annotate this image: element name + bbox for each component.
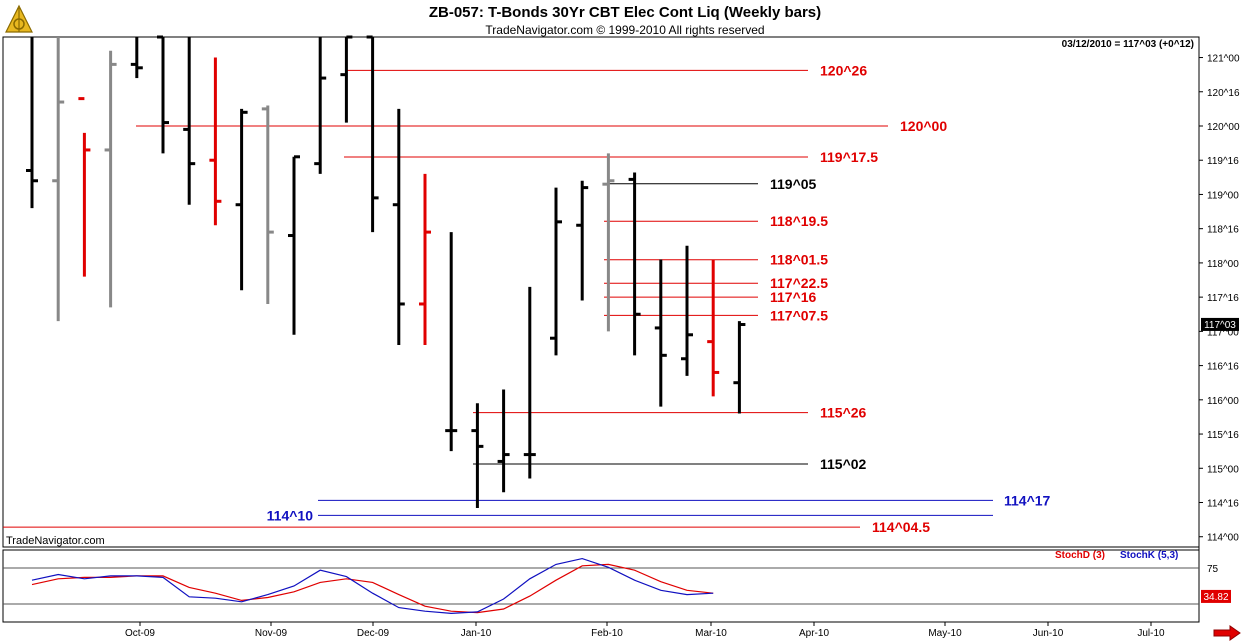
level-label: 114^10 bbox=[267, 507, 314, 523]
ohlc-bar bbox=[445, 232, 458, 452]
ohlc-bar bbox=[366, 35, 379, 233]
last-price-tag bbox=[1201, 317, 1239, 331]
price-tick-label: 115^16 bbox=[1207, 430, 1239, 441]
price-tick-label: 119^16 bbox=[1207, 156, 1239, 167]
stoch-level-label: 75 bbox=[1207, 564, 1219, 575]
ohlc-bar bbox=[471, 403, 484, 508]
time-tick-label: Feb-10 bbox=[591, 628, 623, 639]
level-label: 120^26 bbox=[820, 62, 867, 78]
time-tick-label: Jan-10 bbox=[461, 628, 492, 639]
price-tick-label: 120^00 bbox=[1207, 122, 1240, 133]
time-tick-label: Oct-09 bbox=[125, 628, 155, 639]
ohlc-bar bbox=[183, 37, 196, 205]
ohlc-bar bbox=[550, 187, 562, 356]
level-label: 114^17 bbox=[1004, 492, 1051, 508]
chart-subtitle: TradeNavigator.com © 1999-2010 All right… bbox=[485, 23, 765, 37]
ohlc-bar bbox=[104, 50, 117, 308]
price-tick-label: 119^00 bbox=[1207, 190, 1239, 201]
ohlc-bar bbox=[157, 35, 169, 154]
price-tick-label: 118^16 bbox=[1207, 225, 1239, 236]
ohlc-bar bbox=[707, 259, 720, 397]
price-tick-label: 117^00 bbox=[1207, 327, 1239, 338]
ohlc-bar bbox=[288, 155, 300, 335]
time-tick-label: Dec-09 bbox=[357, 628, 390, 639]
ohlc-bar bbox=[733, 321, 746, 414]
ohlc-bar bbox=[340, 35, 353, 123]
brand-watermark: TradeNavigator.com bbox=[6, 535, 105, 547]
level-label: 117^07.5 bbox=[770, 307, 828, 323]
level-label: 117^22.5 bbox=[770, 275, 828, 291]
price-tick-label: 117^16 bbox=[1207, 293, 1239, 304]
chart-title: ZB-057: T-Bonds 30Yr CBT Elec Cont Liq (… bbox=[428, 4, 822, 21]
ohlc-bar bbox=[52, 37, 65, 322]
ohlc-bar bbox=[26, 37, 38, 209]
ohlc-bar bbox=[602, 153, 615, 332]
ohlc-bar bbox=[130, 37, 143, 79]
price-tick-label: 114^00 bbox=[1207, 533, 1239, 544]
price-tick-label: 116^00 bbox=[1207, 396, 1239, 407]
level-label: 119^05 bbox=[770, 176, 817, 192]
level-label: 115^02 bbox=[820, 456, 867, 472]
time-tick-label: Jun-10 bbox=[1033, 628, 1064, 639]
time-tick-label: Apr-10 bbox=[799, 628, 829, 639]
stochk-legend: StochK (5,3) bbox=[1120, 550, 1179, 561]
scroll-right-arrow-icon[interactable] bbox=[1212, 625, 1242, 641]
ohlc-bar bbox=[628, 172, 641, 356]
level-label: 118^01.5 bbox=[770, 252, 828, 268]
price-tick-label: 118^00 bbox=[1207, 259, 1239, 270]
ohlc-bar bbox=[314, 37, 327, 174]
ohlc-bar bbox=[209, 57, 222, 226]
stochd-series-line bbox=[31, 563, 714, 614]
time-tick-label: Mar-10 bbox=[695, 628, 727, 639]
ohlc-bar bbox=[497, 389, 510, 493]
price-tick-label: 114^16 bbox=[1207, 499, 1239, 510]
stoch-last-tag bbox=[1201, 589, 1231, 603]
stochk-series-line bbox=[31, 557, 714, 615]
level-label: 117^16 bbox=[770, 289, 817, 305]
price-tick-label: 115^00 bbox=[1207, 464, 1239, 475]
ohlc-bar bbox=[523, 286, 536, 479]
level-label: 120^00 bbox=[900, 118, 947, 134]
stoch-panel-frame bbox=[2, 549, 1200, 623]
time-tick-label: Jul-10 bbox=[1137, 628, 1165, 639]
price-tick-label: 120^16 bbox=[1207, 88, 1240, 99]
level-label: 118^19.5 bbox=[770, 213, 828, 229]
time-tick-label: Nov-09 bbox=[255, 628, 288, 639]
ohlc-bar bbox=[392, 108, 405, 346]
price-tick-label: 116^16 bbox=[1207, 362, 1239, 373]
level-label: 115^26 bbox=[820, 405, 867, 421]
stoch-last-label: 34.82 bbox=[1203, 592, 1228, 603]
ohlc-bar bbox=[78, 97, 91, 277]
time-tick-label: May-10 bbox=[928, 628, 962, 639]
ohlc-bar bbox=[261, 105, 274, 304]
last-price-label: 117^03 bbox=[1204, 320, 1236, 331]
price-readout: 03/12/2010 = 117^03 (+0^12) bbox=[1061, 39, 1194, 50]
price-tick-label: 121^00 bbox=[1207, 54, 1240, 65]
ohlc-bar bbox=[235, 108, 248, 291]
level-label: 114^04.5 bbox=[872, 519, 930, 535]
sextant-logo-icon[interactable] bbox=[4, 4, 34, 36]
ohlc-bar bbox=[419, 173, 431, 346]
stochd-legend: StochD (3) bbox=[1055, 550, 1105, 561]
ohlc-bar bbox=[681, 245, 693, 376]
ohlc-bar bbox=[654, 259, 667, 407]
price-panel-frame bbox=[2, 36, 1200, 548]
ohlc-bar bbox=[576, 180, 589, 301]
level-label: 119^17.5 bbox=[820, 149, 878, 165]
